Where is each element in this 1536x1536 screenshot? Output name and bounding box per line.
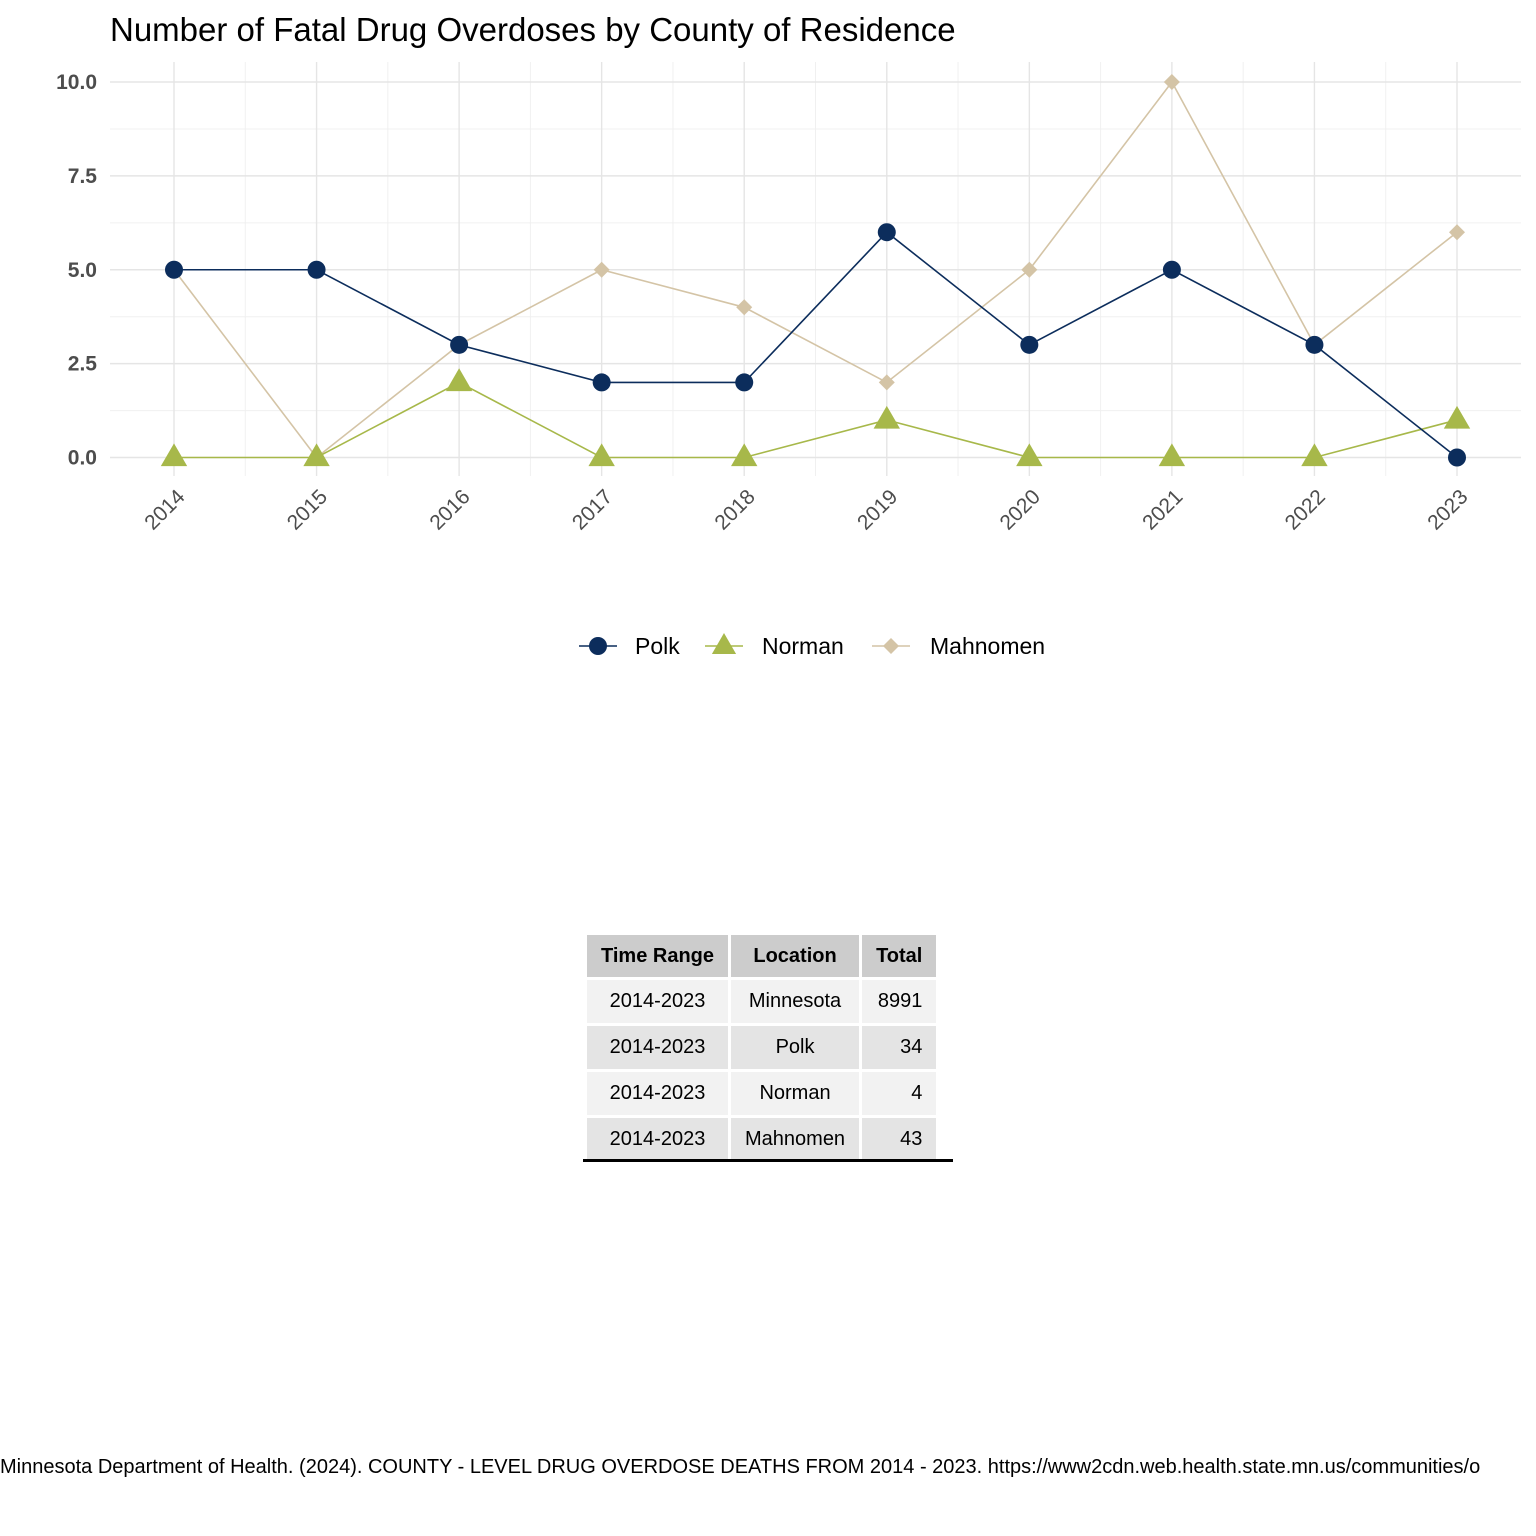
series-line-mahnomen <box>173 80 1458 459</box>
header-location: Location <box>731 935 860 977</box>
table-row: 2014-2023 Norman 4 <box>587 1072 937 1115</box>
cell-total: 43 <box>862 1118 937 1161</box>
cell-total: 8991 <box>862 980 937 1023</box>
cell-time-range: 2014-2023 <box>587 1026 728 1069</box>
data-point-polk <box>592 373 611 392</box>
cell-location: Polk <box>731 1026 860 1069</box>
cell-location: Minnesota <box>731 980 860 1023</box>
data-point-polk <box>1162 260 1181 279</box>
data-point-norman <box>1443 405 1471 429</box>
legend-label: Polk <box>635 633 680 659</box>
legend-key-diamond-icon <box>883 638 899 654</box>
header-total: Total <box>862 935 937 977</box>
x-tick-label: 2014 <box>140 485 190 535</box>
x-tick-label: 2016 <box>425 485 474 534</box>
x-tick-label: 2021 <box>1138 485 1187 534</box>
y-tick-label: 2.5 <box>68 353 98 376</box>
legend-item-mahnomen: Mahnomen <box>872 633 1045 659</box>
legend: Polk Norman Mahnomen <box>579 633 1045 659</box>
y-axis-ticks: 0.0 2.5 5.0 7.5 10.0 <box>56 71 97 470</box>
summary-table: Time Range Location Total 2014-2023 Minn… <box>584 932 939 1164</box>
data-point-mahnomen <box>1021 261 1038 278</box>
cell-time-range: 2014-2023 <box>587 1072 728 1115</box>
data-point-polk <box>735 373 754 392</box>
data-point-norman <box>588 443 615 467</box>
data-point-norman <box>1016 443 1043 467</box>
y-tick-label: 10.0 <box>56 71 97 94</box>
series-line-norman <box>174 381 1458 459</box>
y-tick-label: 0.0 <box>68 447 97 470</box>
source-citation: Minnesota Department of Health. (2024). … <box>0 1456 1481 1478</box>
data-point-norman <box>160 443 188 467</box>
data-point-polk <box>307 260 326 279</box>
legend-item-norman: Norman <box>705 633 844 659</box>
cell-time-range: 2014-2023 <box>587 1118 728 1161</box>
data-point-mahnomen <box>593 261 610 278</box>
series-line-polk <box>174 231 1458 459</box>
series-lines <box>160 74 1471 467</box>
data-point-polk <box>1448 448 1466 467</box>
data-point-mahnomen <box>1163 74 1180 90</box>
legend-label: Mahnomen <box>930 633 1045 659</box>
line-chart: Number of Fatal Drug Overdoses by County… <box>56 11 1521 659</box>
data-point-norman <box>445 368 473 392</box>
table-row: 2014-2023 Minnesota 8991 <box>587 980 937 1023</box>
y-tick-label: 5.0 <box>68 259 97 282</box>
data-point-norman <box>873 405 900 429</box>
x-tick-label: 2022 <box>1281 485 1330 534</box>
legend-key-triangle-icon <box>711 633 737 654</box>
x-tick-label: 2020 <box>996 485 1045 534</box>
x-tick-label: 2017 <box>568 485 617 534</box>
cell-time-range: 2014-2023 <box>587 980 728 1023</box>
x-tick-label: 2015 <box>283 485 332 534</box>
legend-item-polk: Polk <box>579 633 680 659</box>
cell-total: 34 <box>862 1026 937 1069</box>
table-row: 2014-2023 Polk 34 <box>587 1026 937 1069</box>
table-header-row: Time Range Location Total <box>587 935 937 977</box>
data-point-mahnomen <box>736 299 753 316</box>
table-row: 2014-2023 Mahnomen 43 <box>587 1118 937 1161</box>
data-point-norman <box>731 443 758 467</box>
cell-location: Norman <box>731 1072 860 1115</box>
data-point-norman <box>1301 443 1328 467</box>
data-point-polk <box>450 335 469 354</box>
data-point-polk <box>877 223 896 242</box>
x-tick-label: 2019 <box>853 485 902 534</box>
data-point-polk <box>1020 335 1039 354</box>
cell-location: Mahnomen <box>731 1118 860 1161</box>
y-tick-label: 7.5 <box>68 165 98 188</box>
data-point-norman <box>303 443 330 467</box>
x-tick-label: 2018 <box>710 485 759 534</box>
cell-total: 4 <box>862 1072 937 1115</box>
x-axis-ticks: 2014 2015 2016 2017 2018 2019 2020 2021 2022 2023 <box>140 485 1472 535</box>
data-point-polk <box>165 260 183 279</box>
table-bottom-rule <box>583 1159 953 1162</box>
x-tick-label: 2023 <box>1423 485 1472 534</box>
chart-title: Number of Fatal Drug Overdoses by County… <box>110 11 956 48</box>
legend-label: Norman <box>762 633 844 659</box>
legend-key-circle-icon <box>589 637 607 655</box>
data-point-mahnomen <box>878 374 895 391</box>
data-point-polk <box>1305 335 1324 354</box>
header-time-range: Time Range <box>587 935 728 977</box>
data-point-mahnomen <box>1449 224 1465 241</box>
data-point-norman <box>1158 443 1186 467</box>
